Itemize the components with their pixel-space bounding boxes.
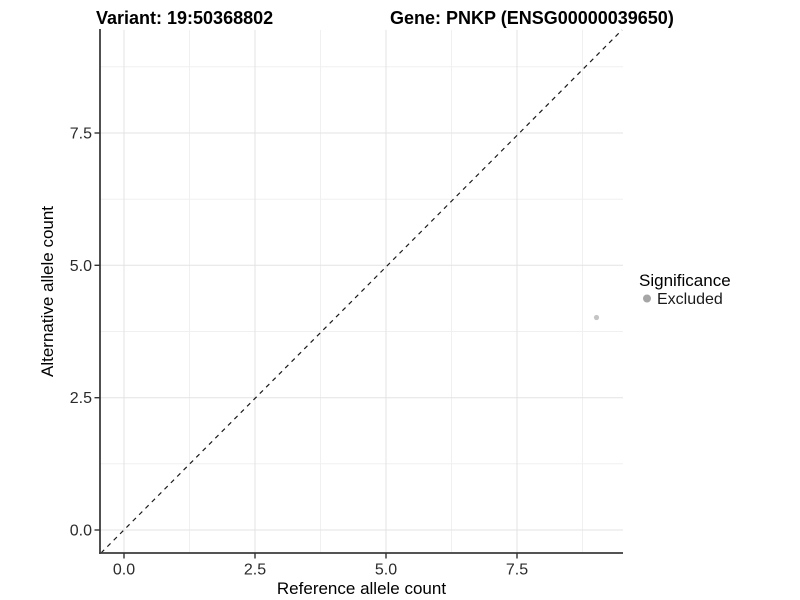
- x-tick-labels: 0.0 2.5 5.0 7.5: [113, 562, 528, 579]
- x-tick-label: 7.5: [506, 562, 528, 579]
- gene-title: Gene: PNKP (ENSG00000039650): [390, 8, 674, 28]
- legend-item-label: Excluded: [657, 291, 723, 308]
- x-tick-label: 5.0: [375, 562, 397, 579]
- x-axis-title: Reference allele count: [277, 579, 446, 598]
- axis-lines: [99, 29, 623, 554]
- y-tick-label: 2.5: [70, 390, 92, 407]
- y-tick-label: 0.0: [70, 523, 92, 540]
- x-tick-label: 0.0: [113, 562, 135, 579]
- x-tick-label: 2.5: [244, 562, 266, 579]
- data-point-excluded: [593, 314, 600, 321]
- y-axis-title: Alternative allele count: [38, 206, 57, 377]
- variant-title: Variant: 19:50368802: [96, 8, 273, 28]
- gridlines-minor: [100, 30, 623, 553]
- y-tick-label: 5.0: [70, 258, 92, 275]
- legend-key-dot: [643, 294, 651, 303]
- legend-title: Significance: [639, 271, 731, 290]
- identity-reference-line: [100, 29, 623, 554]
- y-tick-labels: 7.5 5.0 2.5 0.0: [70, 126, 92, 540]
- legend: Significance Excluded: [639, 271, 731, 308]
- tick-marks: [94, 132, 518, 559]
- y-tick-label: 7.5: [70, 126, 92, 143]
- gridlines-major: [100, 30, 623, 553]
